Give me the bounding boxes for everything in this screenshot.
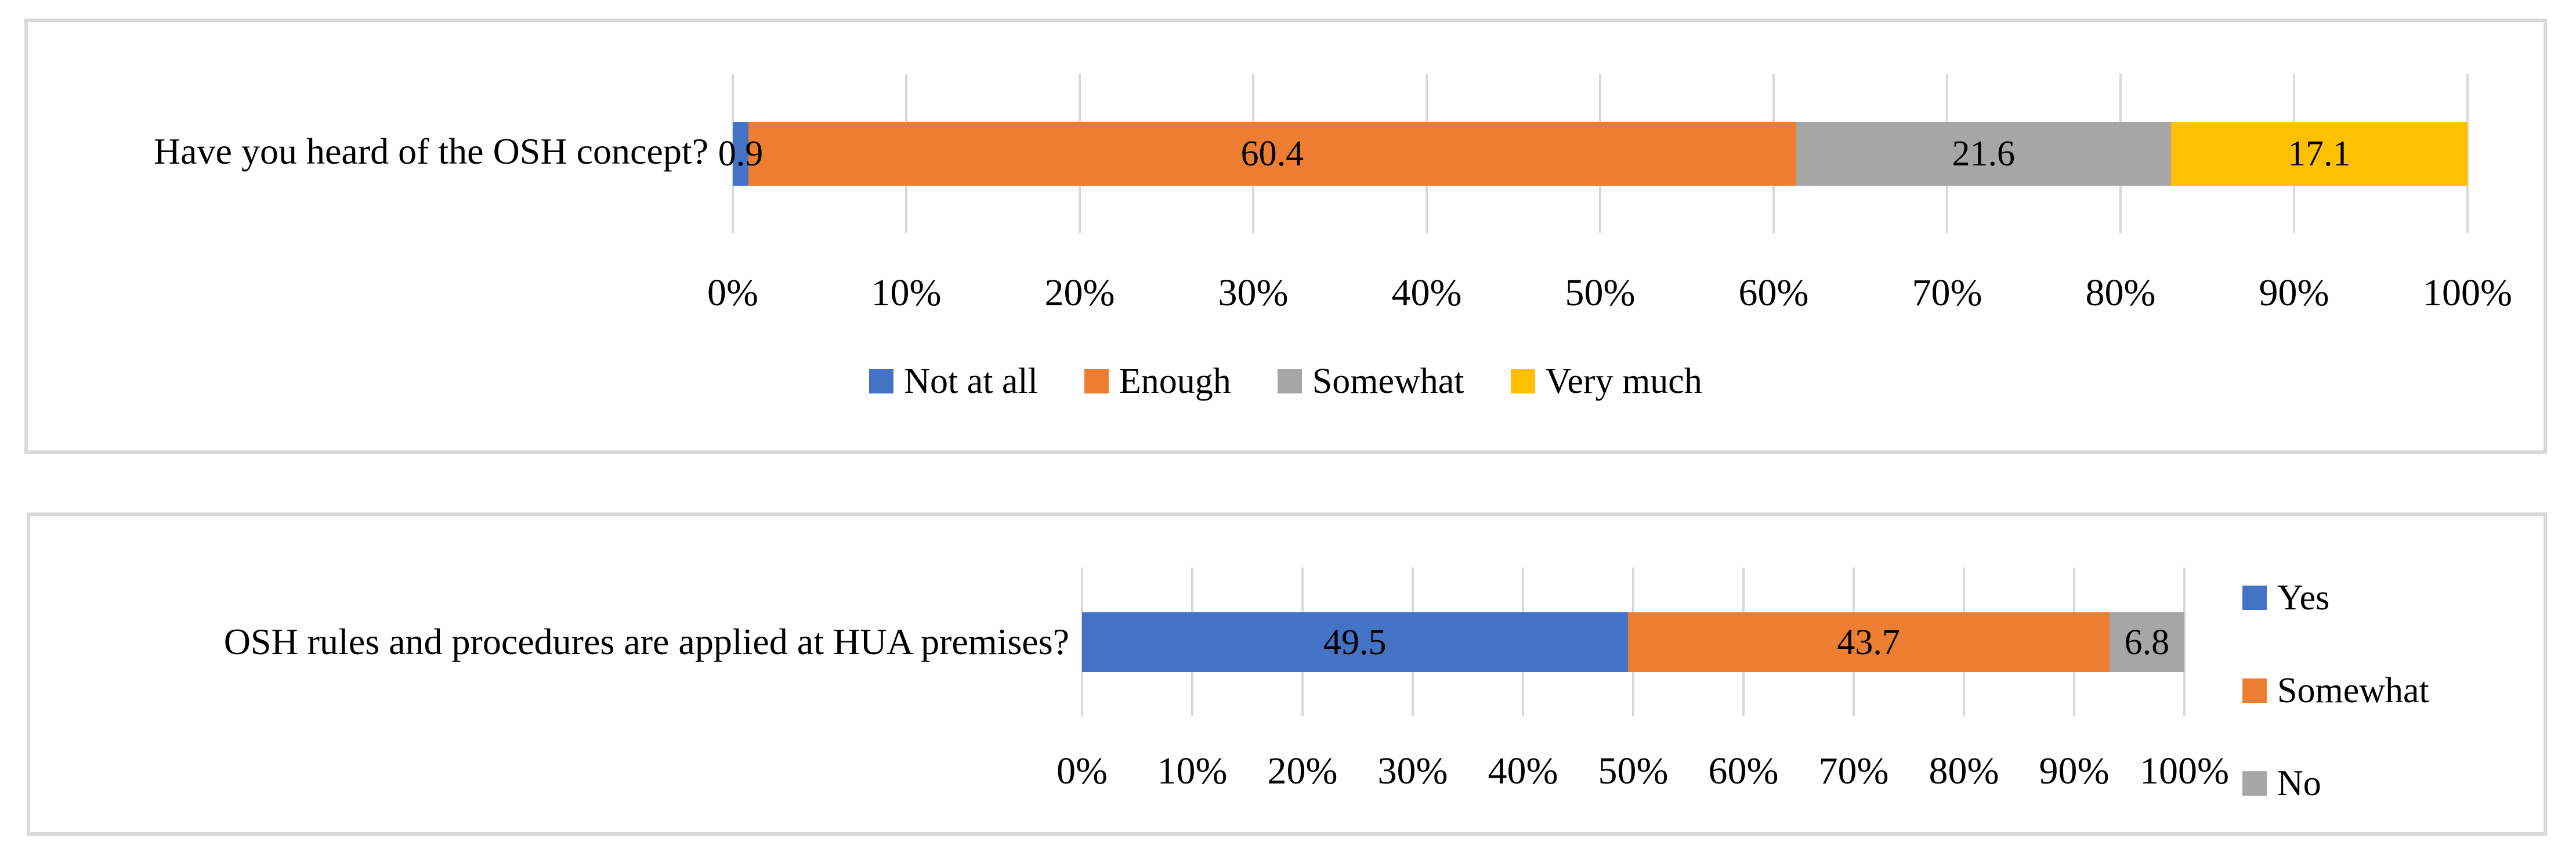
- x-tick-40%: 40%: [1488, 750, 1558, 792]
- chart-panel-osh-rules: OSH rules and procedures are applied at …: [27, 512, 2547, 836]
- legend-item-enough: Enough: [1084, 363, 1231, 399]
- x-tick-90%: 90%: [2039, 750, 2110, 792]
- legend-label: Somewhat: [2277, 671, 2429, 710]
- legend-swatch-icon: [2242, 678, 2267, 703]
- x-tick-100%: 100%: [2423, 272, 2512, 314]
- legend-swatch-icon: [2242, 771, 2267, 796]
- gridline-100%: [2466, 74, 2469, 233]
- bar-segment-no: 6.8: [2109, 612, 2184, 672]
- legend-item-very-much: Very much: [1510, 362, 1702, 401]
- x-tick-60%: 60%: [1708, 750, 1779, 792]
- x-tick-30%: 30%: [1218, 272, 1289, 314]
- x-axis: 0% 10% 20% 30% 40% 50% 60% 70% 80% 90% 100%: [707, 272, 2512, 315]
- chart-panel-osh-concept: Have you heard of the OSH concept? 0.9 60…: [24, 19, 2547, 454]
- x-tick-10%: 10%: [1157, 750, 1228, 792]
- bar-segment-somewhat: 43.7: [1627, 612, 2110, 672]
- x-tick-20%: 20%: [1044, 272, 1115, 314]
- x-tick-80%: 80%: [1929, 750, 1999, 792]
- legend-swatch-icon: [1277, 369, 1302, 393]
- x-tick-50%: 50%: [1565, 272, 1636, 314]
- data-label: 60.4: [1240, 134, 1304, 174]
- stacked-bar: 49.5 43.7 6.8: [1082, 612, 2184, 672]
- x-tick-70%: 70%: [1912, 272, 1982, 314]
- x-tick-0%: 0%: [1057, 750, 1108, 792]
- legend-item-not-at-all: Not at all: [869, 363, 1038, 399]
- legend-item-somewhat: Somewhat: [1277, 362, 1464, 401]
- category-label: Have you heard of the OSH concept?: [153, 131, 708, 172]
- bar-segment-yes: 49.5: [1082, 612, 1628, 672]
- legend: Not at all Enough Somewhat Very much: [28, 363, 2544, 399]
- legend-swatch-icon: [2242, 586, 2267, 610]
- gridline-100%: [2183, 568, 2186, 716]
- legend-label: Not at all: [904, 362, 1038, 401]
- data-label: 49.5: [1323, 622, 1387, 662]
- data-label: 6.8: [2124, 622, 2170, 662]
- legend-swatch-icon: [1510, 369, 1535, 393]
- x-tick-0%: 0%: [707, 272, 758, 314]
- chart-area-1: Have you heard of the OSH concept? 0.9 60…: [28, 22, 2544, 450]
- bar-segment-enough: 60.4: [748, 122, 1796, 186]
- bar-segment-somewhat: 21.6: [1796, 122, 2171, 186]
- x-tick-100%: 100%: [2140, 750, 2229, 792]
- x-tick-60%: 60%: [1738, 272, 1809, 314]
- x-axis: 0% 10% 20% 30% 40% 50% 60% 70% 80% 90% 100%: [1057, 750, 2229, 793]
- x-tick-90%: 90%: [2259, 272, 2329, 314]
- data-label: 0.9: [718, 134, 764, 174]
- x-tick-70%: 70%: [1818, 750, 1889, 792]
- category-label: OSH rules and procedures are applied at …: [223, 621, 1069, 662]
- stacked-bar: 0.9 60.4 21.6 17.1: [718, 122, 2468, 186]
- legend-label: Very much: [1545, 362, 1702, 401]
- bar-segment-very-much: 17.1: [2170, 122, 2468, 186]
- legend-label: Somewhat: [1312, 362, 1464, 401]
- data-label: 17.1: [2288, 134, 2351, 174]
- legend-label: No: [2277, 764, 2321, 803]
- x-tick-30%: 30%: [1377, 750, 1448, 792]
- bar-segment-not-at-all: 0.9: [718, 122, 763, 186]
- legend-item-somewhat: Somewhat: [2242, 673, 2429, 709]
- x-tick-10%: 10%: [871, 272, 942, 314]
- legend-item-no: No: [2242, 765, 2429, 801]
- legend-swatch-icon: [869, 369, 894, 393]
- data-label: 43.7: [1837, 622, 1900, 662]
- chart-area-2: OSH rules and procedures are applied at …: [30, 516, 2544, 832]
- x-tick-80%: 80%: [2085, 272, 2156, 314]
- data-label: 21.6: [1952, 134, 2016, 174]
- legend-label: Yes: [2277, 578, 2330, 618]
- legend-swatch-icon: [1084, 369, 1109, 393]
- x-tick-40%: 40%: [1391, 272, 1462, 314]
- x-tick-50%: 50%: [1598, 750, 1669, 792]
- legend-item-yes: Yes: [2242, 580, 2429, 616]
- legend-label: Enough: [1119, 362, 1231, 401]
- x-tick-20%: 20%: [1267, 750, 1338, 792]
- legend: Yes Somewhat No: [2242, 580, 2429, 801]
